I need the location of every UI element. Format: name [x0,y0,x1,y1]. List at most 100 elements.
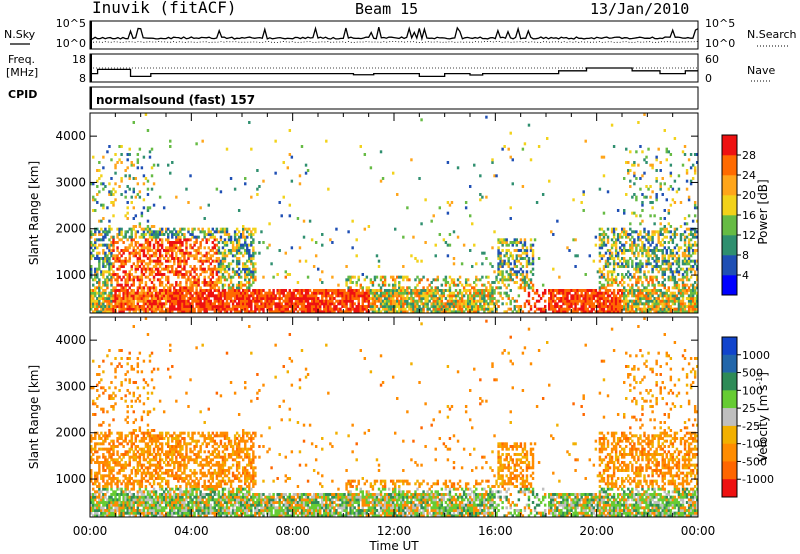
power-cell [191,267,194,271]
power-cell [460,291,464,295]
power-cell [623,265,626,268]
power-cell [144,270,148,274]
power-cell [527,283,531,287]
power-cell [164,254,168,258]
power-cell [290,291,294,295]
power-cell [679,289,683,292]
power-cell [649,201,652,204]
power-cell [244,270,247,274]
power-cell [244,227,247,231]
power-cell [185,259,188,263]
power-cell [485,195,488,199]
power-cell [229,177,233,180]
power-cell [491,265,494,268]
power-cell [114,241,117,244]
power-cell [489,262,492,266]
power-cell [195,286,198,290]
power-cell [235,283,239,287]
power-cell [144,177,148,180]
power-cell [244,251,247,255]
power-cell [252,227,255,231]
power-cell [262,289,265,292]
power-cell [244,305,247,308]
power-cell [100,291,103,295]
power-cell [254,305,257,308]
power-cell [171,283,174,287]
power-cell [270,299,273,303]
power-cell [420,307,423,311]
power-cell [582,302,585,306]
power-cell [513,238,516,242]
power-cell [118,299,121,303]
power-cell [685,270,689,274]
power-cell [365,291,369,295]
power-cell [623,246,626,250]
power-cell [140,267,144,271]
power-cell [489,291,492,295]
power-cell [369,307,373,311]
power-cell [635,177,638,180]
power-cell [191,227,194,231]
velocity-cell [90,386,93,390]
power-cell [92,297,95,300]
power-cell [507,307,510,311]
power-cell [550,297,553,300]
velocity-cell [96,431,99,435]
power-cell [221,257,225,260]
power-cell [683,286,687,290]
power-cell [310,302,314,306]
power-cell [171,291,174,295]
power-cell [691,299,695,303]
power-cell [130,278,133,282]
power-cell [683,238,687,242]
power-cell [473,286,476,290]
power-cell [606,262,610,266]
power-cell [671,302,675,306]
power-cell [144,267,148,271]
power-cell [426,297,429,300]
power-cell [481,289,484,292]
power-cell [104,310,107,314]
power-cell [201,259,204,263]
power-cell [280,310,283,314]
power-cell [657,147,660,151]
power-cell [124,257,127,260]
power-cell [529,270,533,274]
power-cell [695,283,699,287]
power-cell [635,305,638,308]
power-cell [177,249,180,252]
power-cell [347,289,350,292]
power-cell [140,289,144,292]
power-cell [167,227,170,231]
power-cell [140,166,144,170]
power-cell [464,299,468,303]
power-cell [592,259,596,263]
power-cell [235,270,239,274]
power-cell [215,270,219,274]
power-cell [156,305,160,308]
power-cell [120,286,123,290]
power-cell [422,286,425,290]
power-cell [594,235,598,239]
power-cell [195,305,198,308]
power-cell [108,307,111,311]
power-cell [695,291,699,295]
power-cell [651,230,654,234]
power-cell [657,289,660,292]
power-cell [92,278,95,282]
power-cell [177,235,180,239]
power-cell [596,270,600,274]
power-cell [663,209,666,212]
power-cell [440,289,444,292]
power-cell [665,267,668,271]
power-cell [92,243,95,247]
velocity-cell [106,434,109,438]
power-cell [653,299,656,303]
power-cell [610,275,614,279]
power-cell [558,310,561,314]
power-cell [618,259,622,263]
power-cell [120,249,123,252]
power-cell [179,307,182,311]
power-cell [361,289,364,292]
power-cell [187,238,190,242]
